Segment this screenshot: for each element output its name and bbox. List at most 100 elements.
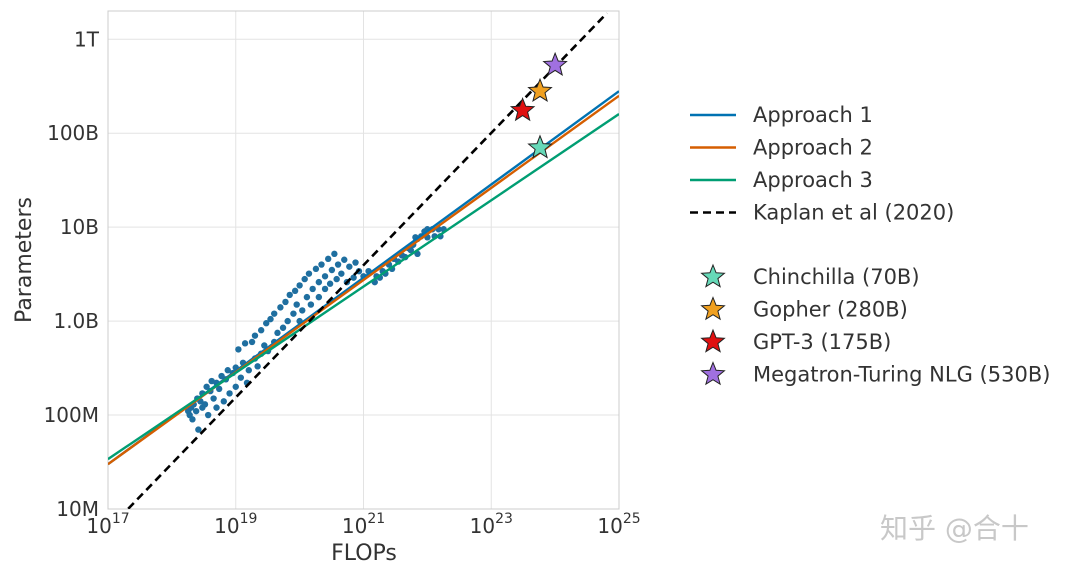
scatter-point — [296, 282, 303, 289]
scatter-point — [201, 401, 209, 408]
x-axis-label: FLOPs — [331, 541, 397, 566]
scatter-point — [267, 315, 274, 323]
y-axis-ticks: 10M 100M 1.0B 10B 100B 1T — [44, 27, 100, 521]
scatter-point — [286, 291, 293, 299]
scatter-point — [301, 275, 308, 283]
x-tick-base: 10 — [342, 514, 367, 538]
x-tick-label: 1023 — [470, 511, 513, 538]
scatter-point — [248, 338, 256, 346]
scatter-point — [328, 266, 336, 274]
scatter-point — [307, 301, 315, 308]
scatter-point — [291, 287, 299, 295]
scatter-point — [224, 367, 231, 374]
scatter-point — [315, 293, 323, 301]
x-tick-base: 10 — [597, 514, 622, 538]
x-tick-exponent: 25 — [623, 511, 641, 527]
scatter-point — [251, 332, 259, 339]
scatter-point — [226, 390, 233, 397]
scatter-point — [195, 426, 202, 433]
x-tick-base: 10 — [214, 514, 239, 538]
scatter-point — [309, 285, 316, 293]
scatter-point — [257, 327, 265, 334]
x-tick-exponent: 23 — [495, 511, 513, 527]
scatter-point — [213, 404, 220, 411]
scatter-point — [318, 261, 325, 268]
scatter-point — [334, 261, 342, 268]
grid-lines — [107, 11, 620, 510]
legend-label: Megatron-Turing NLG (530B) — [753, 363, 1050, 387]
scatter-point — [305, 270, 313, 277]
watermark: 知乎 @合十 — [880, 512, 1029, 545]
scatter-point — [315, 278, 323, 286]
legend-label: Approach 2 — [753, 136, 873, 160]
fit-line — [126, 12, 608, 509]
scatter-point — [220, 398, 227, 405]
x-tick-label: 1017 — [86, 511, 129, 538]
scatter-point — [237, 374, 245, 381]
scatter-point — [241, 340, 249, 347]
scatter-point — [282, 298, 289, 306]
plot-frame — [107, 10, 620, 510]
legend-label: Kaplan et al (2020) — [753, 201, 954, 225]
scatter-point — [338, 270, 345, 277]
legend-star-swatch — [700, 263, 726, 288]
x-tick-exponent: 17 — [112, 511, 130, 527]
scatter-point — [290, 310, 297, 317]
scatter-point — [303, 293, 311, 301]
scatter-point — [189, 416, 196, 423]
scatter-point — [293, 301, 300, 308]
x-tick-base: 10 — [86, 514, 111, 538]
model-star — [509, 97, 536, 122]
model-star — [527, 134, 553, 159]
scatter-point — [299, 307, 306, 314]
model-stars — [509, 51, 568, 159]
scatter-point — [208, 377, 215, 385]
scatter-point — [333, 275, 340, 283]
legend: Approach 1 Approach 2 Approach 3 Kaplan et … — [690, 103, 1050, 387]
scatter-point — [210, 395, 217, 402]
legend-label: Approach 1 — [753, 103, 873, 127]
legend-label: Approach 3 — [753, 168, 873, 192]
scatter-point — [204, 411, 212, 419]
y-tick-label: 10M — [56, 497, 99, 521]
x-tick-label: 1025 — [597, 511, 640, 538]
y-axis-label: Parameters — [12, 197, 37, 323]
legend-label: GPT-3 (175B) — [753, 330, 891, 354]
scatter-point — [277, 304, 284, 311]
scatter-point — [321, 285, 329, 293]
scatter-point — [352, 259, 359, 266]
scatter-point — [263, 320, 270, 327]
y-tick-label: 1.0B — [53, 309, 99, 333]
scatter-point — [235, 346, 242, 353]
x-tick-base: 10 — [470, 514, 495, 538]
scatter-point — [321, 273, 329, 280]
model-star — [527, 77, 553, 103]
scatter-point — [324, 255, 332, 263]
scatter-point — [312, 265, 320, 273]
x-tick-exponent: 19 — [240, 511, 258, 527]
scatter-point — [350, 274, 357, 281]
y-tick-label: 10B — [60, 215, 99, 239]
scatter-point — [274, 329, 281, 337]
scatter-point — [279, 324, 287, 331]
x-tick-label: 1019 — [214, 511, 257, 538]
scatter-point — [245, 367, 252, 374]
y-tick-label: 100M — [44, 403, 99, 427]
scatter-point — [271, 310, 278, 317]
legend-label: Gopher (280B) — [753, 298, 908, 322]
scatter-point — [192, 407, 200, 415]
scatter-point — [341, 256, 348, 263]
y-tick-label: 100B — [47, 121, 99, 145]
x-tick-label: 1021 — [342, 511, 385, 538]
fit-line — [108, 113, 619, 461]
scatter-point — [215, 385, 223, 393]
legend-star-swatch — [700, 328, 726, 353]
x-tick-exponent: 21 — [367, 511, 385, 527]
legend-label: Chinchilla (70B) — [753, 265, 920, 289]
scatter-point — [284, 317, 291, 325]
scatter-point — [261, 342, 268, 349]
scatter-point — [232, 383, 239, 390]
x-axis-ticks: 1017 1019 1021 1023 1025 — [86, 511, 640, 538]
